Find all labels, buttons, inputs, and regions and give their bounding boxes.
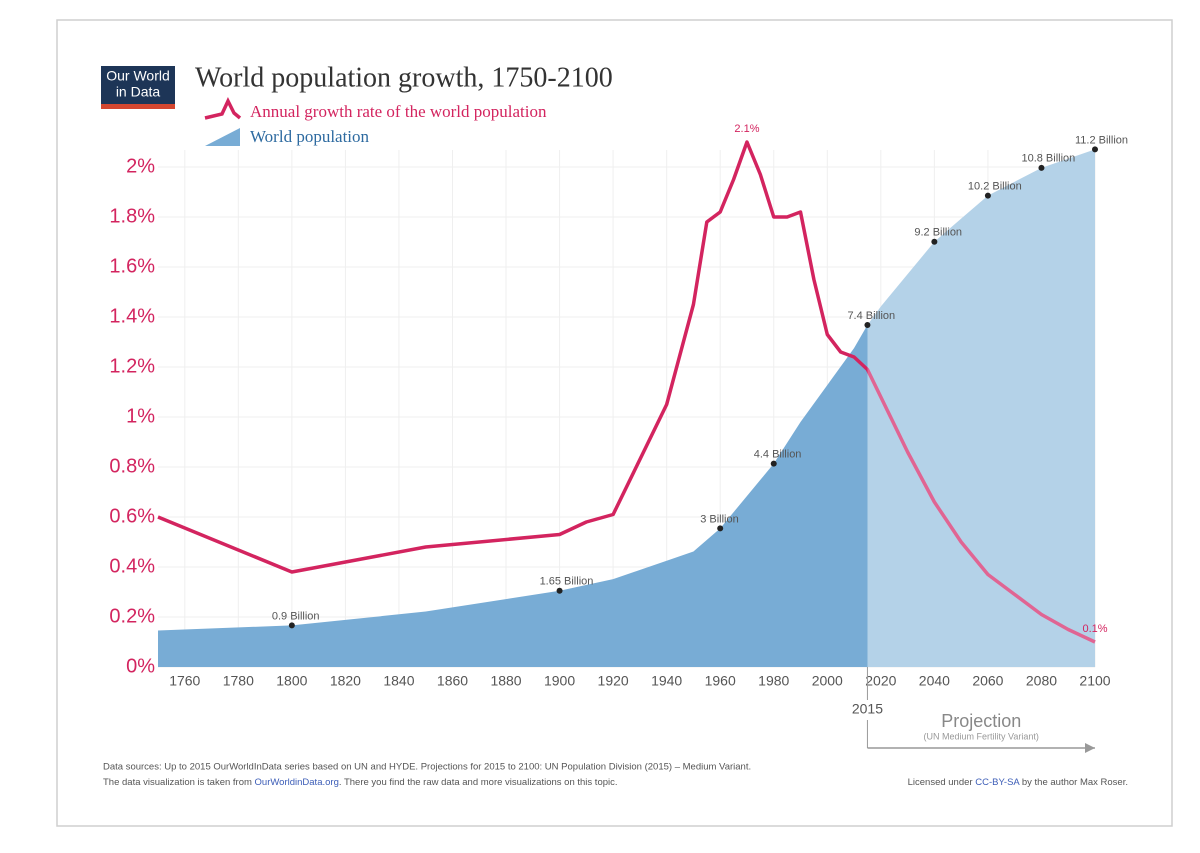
- data-point: [288, 622, 295, 629]
- projection-note: (UN Medium Fertility Variant): [924, 731, 1039, 741]
- data-label: 9.2 Billion: [914, 227, 962, 239]
- data-label: 7.4 Billion: [847, 310, 895, 322]
- y-tick-label: 0.2%: [109, 605, 155, 627]
- x-tick-label: 1780: [223, 673, 254, 689]
- logo-text: Our World: [106, 68, 170, 84]
- data-point: [1092, 146, 1098, 153]
- data-point: [556, 587, 563, 594]
- x-tick-label: 1880: [490, 673, 521, 689]
- x-tick-label: 1860: [437, 673, 468, 689]
- logo-box: [101, 66, 175, 108]
- x-tick-label: 2080: [1026, 673, 1057, 689]
- y-tick-label: 0.8%: [109, 455, 155, 477]
- growth-line: [157, 140, 1096, 644]
- data-label: 11.2 Billion: [1075, 134, 1128, 146]
- y-tick-label: 1%: [126, 405, 155, 427]
- logo-bar: [101, 104, 175, 109]
- projection-start-label: 2015: [852, 701, 883, 717]
- footer-text: by the author Max Roser.: [1019, 777, 1128, 788]
- x-tick-label: 2020: [865, 673, 896, 689]
- x-tick-label: 1840: [383, 673, 414, 689]
- x-tick-label: 2060: [972, 673, 1003, 689]
- x-tick-label: 1820: [330, 673, 361, 689]
- data-label: 3 Billion: [700, 513, 739, 525]
- data-label: 2.1%: [734, 123, 759, 135]
- data-label: 10.8 Billion: [1021, 153, 1075, 165]
- footer-note: The data visualization is taken from Our…: [103, 777, 618, 788]
- data-label: 4.4 Billion: [754, 449, 802, 461]
- data-label: 10.2 Billion: [968, 180, 1022, 192]
- legend-label: Annual growth rate of the world populati…: [250, 102, 547, 121]
- footer-text: . There you find the raw data and more v…: [339, 777, 618, 788]
- footer-link[interactable]: OurWorldinData.org: [255, 777, 339, 788]
- projection-label: Projection: [941, 711, 1021, 731]
- x-tick-label: 2040: [919, 673, 950, 689]
- data-label: 1.65 Billion: [540, 576, 594, 588]
- y-tick-label: 1.8%: [109, 205, 155, 227]
- y-tick-label: 1.2%: [109, 355, 155, 377]
- data-label: 0.9 Billion: [272, 610, 320, 622]
- x-tick-label: 1800: [276, 673, 307, 689]
- footer-text: Licensed under: [908, 777, 976, 788]
- y-tick-label: 0.6%: [109, 505, 155, 527]
- legend-icon: [205, 128, 240, 146]
- x-tick-label: 2000: [812, 673, 843, 689]
- data-point: [931, 238, 938, 245]
- population-area: [158, 149, 1095, 668]
- data-point: [1038, 164, 1045, 171]
- footer-link[interactable]: CC-BY-SA: [975, 777, 1020, 788]
- footer-text: The data visualization is taken from: [103, 777, 255, 788]
- y-tick-label: 1.4%: [109, 305, 155, 327]
- y-tick-label: 0%: [126, 655, 155, 677]
- legend-label: World population: [250, 127, 370, 146]
- chart-title: World population growth, 1750-2100: [195, 62, 613, 93]
- footer-sources: Data sources: Up to 2015 OurWorldInData …: [103, 762, 751, 773]
- logo-text: in Data: [116, 84, 161, 100]
- projection-arrowhead: [1085, 743, 1095, 753]
- y-tick-label: 2%: [126, 155, 155, 177]
- data-point: [770, 460, 777, 467]
- x-tick-label: 1940: [651, 673, 682, 689]
- x-tick-label: 1760: [169, 673, 200, 689]
- data-label: 0.1%: [1082, 623, 1107, 635]
- x-tick-label: 2100: [1079, 673, 1110, 689]
- data-point: [864, 321, 871, 328]
- y-tick-label: 0.4%: [109, 555, 155, 577]
- footer-license: Licensed under CC-BY-SA by the author Ma…: [908, 777, 1128, 788]
- x-tick-label: 1980: [758, 673, 789, 689]
- y-tick-label: 1.6%: [109, 255, 155, 277]
- x-tick-label: 1920: [598, 673, 629, 689]
- data-point: [984, 192, 991, 199]
- legend-icon: [204, 96, 242, 120]
- x-tick-label: 1900: [544, 673, 575, 689]
- data-point: [717, 525, 724, 532]
- x-tick-label: 1960: [705, 673, 736, 689]
